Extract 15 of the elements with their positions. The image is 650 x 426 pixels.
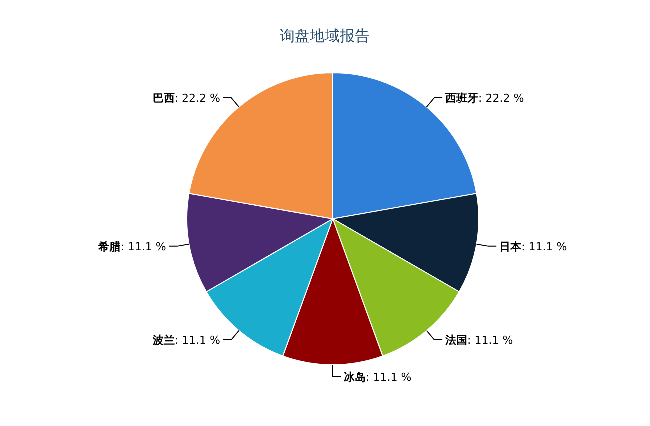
slice-label: 希腊 xyxy=(98,240,121,254)
data-label: : 11.1 % xyxy=(468,334,514,348)
data-label: : 11.1 % xyxy=(174,334,220,348)
data-label: : 22.2 % xyxy=(478,92,524,105)
data-label: : 22.2 % xyxy=(174,92,220,105)
chart-title: 询盘地域报告 xyxy=(279,27,371,46)
slice-label: 法国 xyxy=(444,334,468,348)
slice-label: 波兰 xyxy=(152,334,175,348)
data-label: : 11.1 % xyxy=(522,240,568,254)
slice-label: 日本 xyxy=(500,240,523,254)
slice-label: 巴西 xyxy=(152,92,175,105)
slice-label: 冰岛 xyxy=(344,371,366,384)
data-label: : 11.1 % xyxy=(120,240,166,254)
data-label: : 11.1 % xyxy=(366,371,412,384)
slice-label: 西班牙 xyxy=(444,92,479,105)
